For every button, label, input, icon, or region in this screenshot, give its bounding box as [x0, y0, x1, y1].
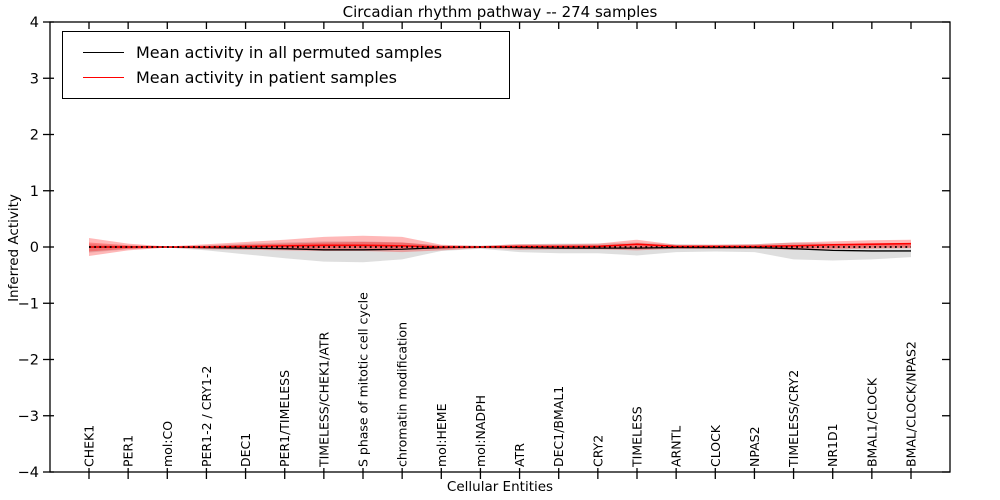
x-category-label: CRY2	[590, 435, 605, 467]
legend-line-permuted-icon	[83, 52, 124, 53]
y-tick-label: 2	[30, 128, 39, 144]
legend-label-patient: Mean activity in patient samples	[136, 68, 397, 87]
y-tick-label: −1	[18, 296, 39, 312]
patient-samples-range-outer-band	[89, 235, 911, 256]
legend-entry-patient: Mean activity in patient samples	[73, 65, 499, 90]
legend: Mean activity in all permuted samples Me…	[62, 31, 510, 99]
x-category-label: NR1D1	[825, 423, 840, 467]
x-category-label: chromatin modification	[395, 322, 410, 467]
y-axis-title: Inferred Activity	[6, 194, 22, 302]
x-category-label: ATR	[512, 443, 527, 467]
x-axis-title: Cellular Entities	[446, 479, 554, 495]
y-tick-label: −3	[18, 409, 39, 425]
x-category-label: DEC1	[238, 433, 253, 467]
legend-entry-permuted: Mean activity in all permuted samples	[73, 40, 499, 65]
x-category-label: BMAL/CLOCK/NPAS2	[904, 341, 919, 467]
chart-title: Circadian rhythm pathway -- 274 samples	[342, 3, 658, 21]
y-tick-label: −4	[18, 465, 39, 481]
x-category-label: NPAS2	[747, 426, 762, 467]
x-category-label: mol:NADPH	[473, 395, 488, 467]
x-category-label: mol:HEME	[434, 403, 449, 467]
x-category-label: PER1-2 / CRY1-2	[199, 366, 214, 467]
x-category-label: ARNTL	[669, 426, 684, 467]
y-tick-label: 3	[30, 71, 39, 87]
legend-line-patient-icon	[83, 77, 124, 78]
x-category-label: CLOCK	[708, 424, 723, 467]
y-tick-label: 1	[30, 184, 39, 200]
x-category-label: S phase of mitotic cell cycle	[356, 292, 371, 467]
x-category-label: TIMELESS	[630, 406, 645, 468]
x-category-label: PER1	[121, 435, 136, 467]
x-category-label: CHEK1	[82, 425, 97, 467]
x-category-label: PER1/TIMELESS	[277, 370, 292, 467]
x-category-label: DEC1/BMAL1	[551, 386, 566, 467]
legend-label-permuted: Mean activity in all permuted samples	[136, 43, 443, 62]
y-tick-label: 0	[30, 240, 39, 256]
x-category-label: TIMELESS/CHEK1/ATR	[316, 331, 331, 468]
x-category-label: BMAL1/CLOCK	[864, 377, 879, 467]
x-category-label: mol:CO	[160, 421, 175, 467]
y-tick-label: 4	[30, 15, 39, 31]
y-tick-label: −2	[18, 353, 39, 369]
x-category-label: TIMELESS/CRY2	[786, 370, 801, 468]
